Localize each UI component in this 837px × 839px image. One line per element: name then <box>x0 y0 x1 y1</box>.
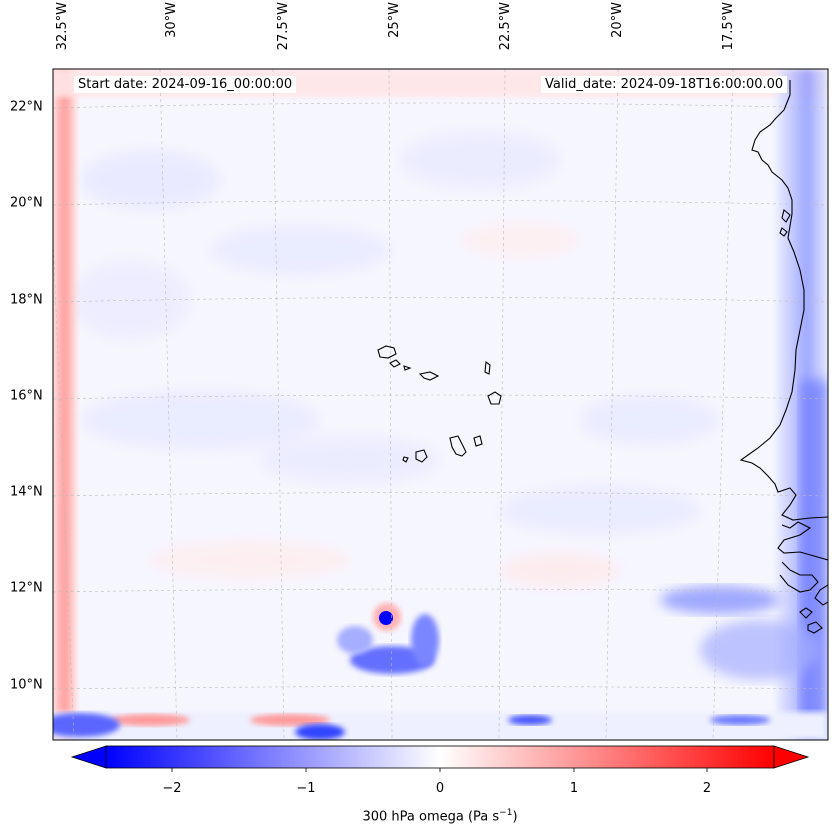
lon-label-20w: 20°W <box>610 2 625 38</box>
start-date-label: Start date: 2024-09-16_00:00:00 <box>74 76 297 93</box>
colorbar-tick-label: −2 <box>162 781 182 796</box>
lon-label-27.5w: 27.5°W <box>276 2 291 51</box>
colorbar-extend-min <box>70 745 107 769</box>
lat-label-12n: 12°N <box>10 580 43 596</box>
coastlines <box>377 80 828 634</box>
lat-label-10n: 10°N <box>10 677 43 693</box>
lat-label-20n: 20°N <box>10 195 43 211</box>
gridlines <box>53 69 828 740</box>
lon-label-25w: 25°W <box>387 2 402 38</box>
lon-label-17.5w: 17.5°W <box>721 2 736 51</box>
lon-label-30w: 30°W <box>164 2 179 38</box>
colorbar-label-main: 300 hPa omega (Pa s <box>362 809 500 825</box>
lat-label-16n: 16°N <box>10 388 43 404</box>
colorbar-tick-label: 1 <box>569 781 579 796</box>
map-frame <box>52 68 829 741</box>
lat-label-22n: 22°N <box>10 99 43 115</box>
omega-field <box>53 69 828 740</box>
lon-label-32.5w: 32.5°W <box>55 2 70 51</box>
valid-date-label: Valid_date: 2024-09-18T16:00:00.00 <box>541 76 788 93</box>
colorbar-bar <box>105 745 775 769</box>
colorbar-tick-label: 0 <box>435 781 445 796</box>
colorbar-extend-max <box>773 745 810 769</box>
lat-label-14n: 14°N <box>10 484 43 500</box>
colorbar-label: 300 hPa omega (Pa s−1) <box>362 808 517 824</box>
colorbar-tick-label: −1 <box>296 781 316 796</box>
omega-vortex <box>337 603 439 674</box>
lon-label-22.5w: 22.5°W <box>498 2 513 51</box>
colorbar-label-close: ) <box>512 809 518 825</box>
colorbar <box>70 745 810 772</box>
colorbar-tick-label: 2 <box>702 781 712 796</box>
lat-label-18n: 18°N <box>10 292 43 308</box>
colorbar-label-exponent: −1 <box>499 808 513 818</box>
